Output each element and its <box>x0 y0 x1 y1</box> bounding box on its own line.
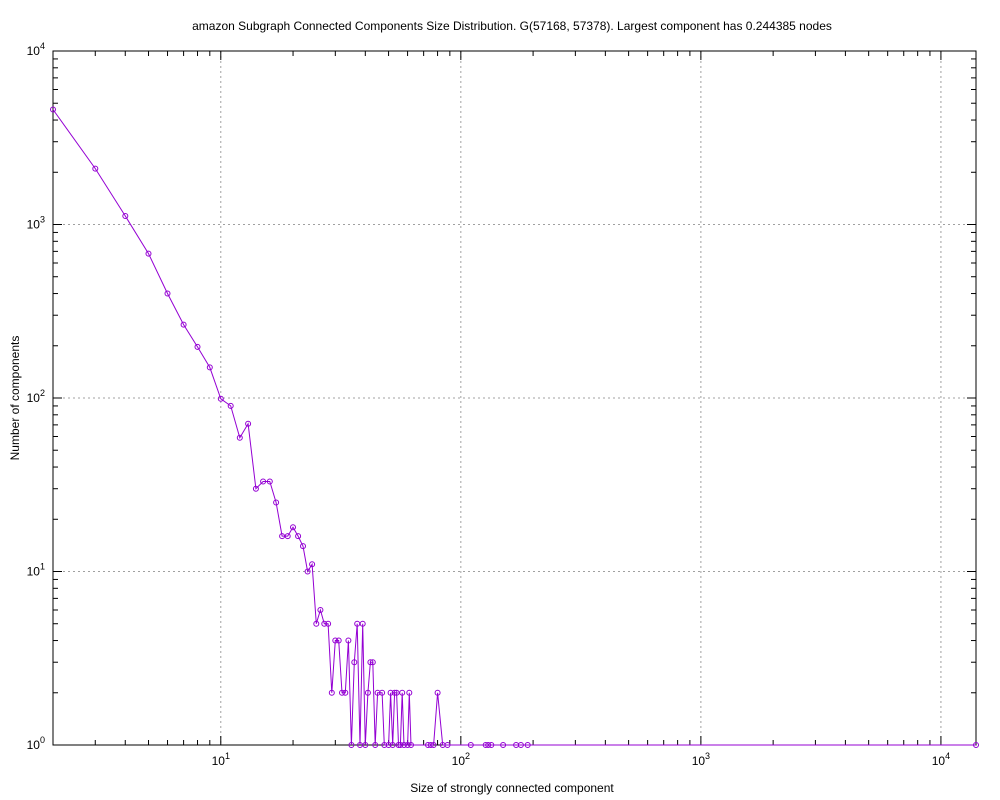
data-point <box>401 742 407 748</box>
data-point <box>309 561 316 568</box>
data-point <box>467 742 474 748</box>
y-tick-label: 100 <box>27 735 45 752</box>
data-point <box>321 620 328 627</box>
data-point <box>345 637 352 644</box>
data-point <box>362 742 369 748</box>
data-point <box>973 742 979 748</box>
y-tick-label: 104 <box>27 41 45 58</box>
data-point <box>325 620 332 627</box>
data-point <box>391 689 398 696</box>
data-point <box>300 543 306 550</box>
data-point <box>351 659 358 666</box>
x-tick-label: 103 <box>692 751 710 768</box>
data-point <box>279 533 286 540</box>
data-point <box>404 742 411 748</box>
series-group <box>50 106 979 748</box>
data-point <box>372 742 379 748</box>
data-point <box>194 343 201 350</box>
data-point <box>295 533 302 540</box>
data-point <box>517 742 524 748</box>
data-point <box>342 689 349 696</box>
data-point <box>379 689 386 696</box>
data-point <box>164 290 171 297</box>
y-tick-label: 102 <box>27 388 45 405</box>
data-point <box>339 689 345 696</box>
x-tick-labels: 101 102 103 104 <box>212 751 951 768</box>
data-point <box>427 742 434 748</box>
data-point <box>313 620 320 627</box>
data-point <box>393 689 400 696</box>
data-point <box>389 742 396 748</box>
data-point <box>434 689 441 696</box>
data-point <box>524 742 531 748</box>
data-point <box>145 250 152 257</box>
data-point <box>381 742 388 748</box>
data-point <box>399 689 406 696</box>
data-point <box>122 213 129 219</box>
x-tick-label: 102 <box>452 751 470 768</box>
data-point <box>364 689 371 696</box>
data-point <box>284 533 291 540</box>
data-point <box>92 165 99 172</box>
data-point <box>500 742 507 748</box>
data-point <box>359 620 366 627</box>
data-point <box>236 434 243 441</box>
data-point <box>328 689 335 696</box>
chart-title: amazon Subgraph Connected Components Siz… <box>192 19 832 33</box>
data-point <box>444 742 451 748</box>
data-point <box>206 364 213 371</box>
data-point <box>50 106 56 113</box>
data-point <box>227 402 234 409</box>
data-point <box>369 659 376 666</box>
data-point <box>335 637 342 644</box>
x-axis-title: Size of strongly connected component <box>410 781 614 795</box>
data-point <box>367 659 374 666</box>
data-point <box>332 637 339 644</box>
data-point <box>482 742 489 748</box>
data-point <box>317 607 324 613</box>
data-point <box>485 742 492 748</box>
data-point <box>387 689 394 696</box>
data-point <box>245 420 252 427</box>
data-point <box>290 524 296 531</box>
y-tick-label: 103 <box>27 215 45 232</box>
data-point <box>266 478 273 485</box>
data-point <box>260 478 267 485</box>
data-point <box>304 568 311 575</box>
data-point <box>180 321 187 328</box>
y-tick-label: 101 <box>27 562 45 579</box>
data-point <box>385 742 392 748</box>
y-axis-title: Number of components <box>8 336 22 461</box>
data-point <box>406 689 413 696</box>
data-point <box>252 485 259 492</box>
y-tick-labels: 100 101 102 103 104 <box>27 41 45 752</box>
data-point <box>273 499 280 506</box>
data-point <box>408 742 414 748</box>
data-point <box>425 742 431 748</box>
x-tick-label: 101 <box>212 751 230 768</box>
grid <box>53 51 976 745</box>
data-point <box>488 742 495 748</box>
data-point <box>430 742 437 748</box>
x-tick-label: 104 <box>932 751 950 768</box>
series-line <box>52 109 976 746</box>
data-point <box>217 395 224 402</box>
data-point <box>397 742 404 748</box>
data-point <box>348 742 355 748</box>
